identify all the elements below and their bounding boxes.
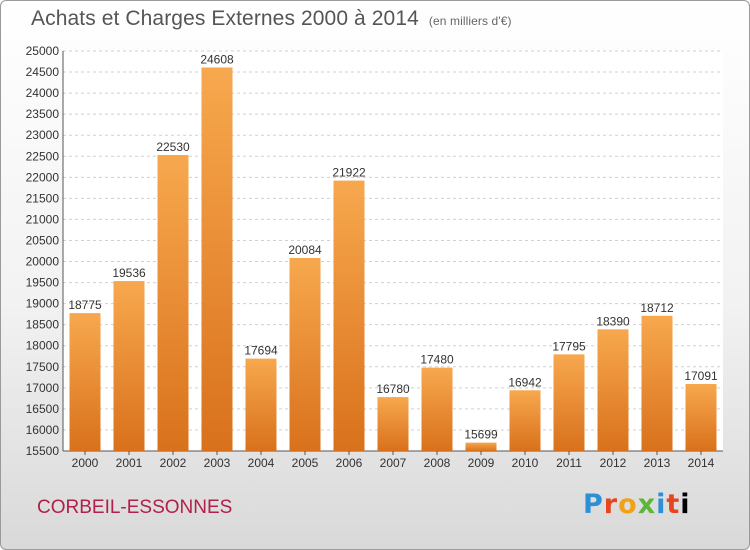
bar-value-label: 21922 [332, 166, 366, 180]
bar [553, 354, 585, 451]
bar [685, 384, 717, 451]
y-tick-label: 18000 [26, 339, 60, 353]
logo-letter: i [656, 489, 667, 520]
x-tick-label: 2011 [556, 456, 582, 470]
bar [597, 329, 629, 451]
y-tick-label: 24000 [26, 86, 60, 100]
logo-letter: o [618, 489, 638, 520]
y-tick-label: 25000 [26, 44, 60, 58]
x-tick-label: 2007 [380, 456, 407, 470]
bar-value-label: 15699 [464, 428, 498, 442]
x-tick-label: 2005 [292, 456, 319, 470]
bar [465, 442, 497, 451]
y-tick-label: 24500 [26, 65, 60, 79]
chart-title: Achats et Charges Externes 2000 à 2014 (e… [31, 7, 512, 31]
y-tick-label: 21000 [26, 212, 60, 226]
x-tick-label: 2010 [512, 456, 539, 470]
y-tick-label: 19500 [26, 276, 60, 290]
y-tick-label: 23500 [26, 107, 60, 121]
bar [421, 367, 453, 451]
chart-subtitle: (en milliers d'€) [428, 14, 512, 28]
y-tick-label: 20000 [26, 255, 60, 269]
bar-value-label: 18712 [640, 301, 674, 315]
x-tick-label: 2012 [600, 456, 627, 470]
y-tick-label: 15500 [26, 444, 60, 458]
bar-value-label: 16780 [376, 382, 410, 396]
bar [69, 313, 101, 451]
bar-value-label: 22530 [156, 140, 190, 154]
bar-value-label: 19536 [112, 266, 146, 280]
bar [377, 397, 409, 451]
bar-value-label: 18775 [68, 298, 102, 312]
bar [113, 281, 145, 451]
bar-value-label: 24608 [200, 53, 234, 67]
chart-title-text: Achats et Charges Externes 2000 à 2014 [31, 7, 419, 30]
bar [245, 358, 277, 451]
logo-letter: x [637, 489, 657, 520]
y-tick-label: 16500 [26, 402, 60, 416]
proxiti-logo: Proxiti [583, 489, 691, 520]
bar [289, 257, 321, 451]
y-tick-label: 23000 [26, 128, 60, 142]
logo-letter: t [666, 489, 681, 520]
logo-letter: i [680, 489, 691, 520]
y-tick-label: 22500 [26, 149, 60, 163]
bar-value-label: 16942 [508, 375, 542, 389]
x-tick-label: 2002 [160, 456, 187, 470]
x-tick-label: 2004 [248, 456, 275, 470]
x-tick-label: 2013 [644, 456, 671, 470]
x-tick-label: 2000 [72, 456, 99, 470]
bar [157, 155, 189, 451]
bar-value-label: 20084 [288, 243, 322, 257]
logo-letter: r [603, 489, 619, 520]
bar-value-label: 17795 [552, 339, 586, 353]
x-tick-label: 2008 [424, 456, 451, 470]
y-tick-label: 16000 [26, 423, 60, 437]
x-tick-label: 2003 [204, 456, 231, 470]
bar-value-label: 18390 [596, 314, 630, 328]
y-tick-label: 17000 [26, 381, 60, 395]
city-label: CORBEIL-ESSONNES [37, 497, 233, 518]
x-tick-label: 2006 [336, 456, 363, 470]
bar [201, 67, 233, 452]
logo-letter: P [583, 489, 604, 520]
bar-value-label: 17480 [420, 353, 454, 367]
x-tick-label: 2009 [468, 456, 495, 470]
x-tick-label: 2001 [116, 456, 143, 470]
y-tick-label: 22000 [26, 170, 60, 184]
y-tick-label: 17500 [26, 360, 60, 374]
x-tick-label: 2014 [688, 456, 715, 470]
bar-value-label: 17091 [684, 369, 718, 383]
y-tick-label: 18500 [26, 318, 60, 332]
bar [509, 390, 541, 451]
y-tick-label: 21500 [26, 191, 60, 205]
y-tick-label: 19000 [26, 297, 60, 311]
bar-value-label: 17694 [244, 344, 278, 358]
y-tick-label: 20500 [26, 233, 60, 247]
bar [333, 180, 365, 451]
bar [641, 315, 673, 451]
